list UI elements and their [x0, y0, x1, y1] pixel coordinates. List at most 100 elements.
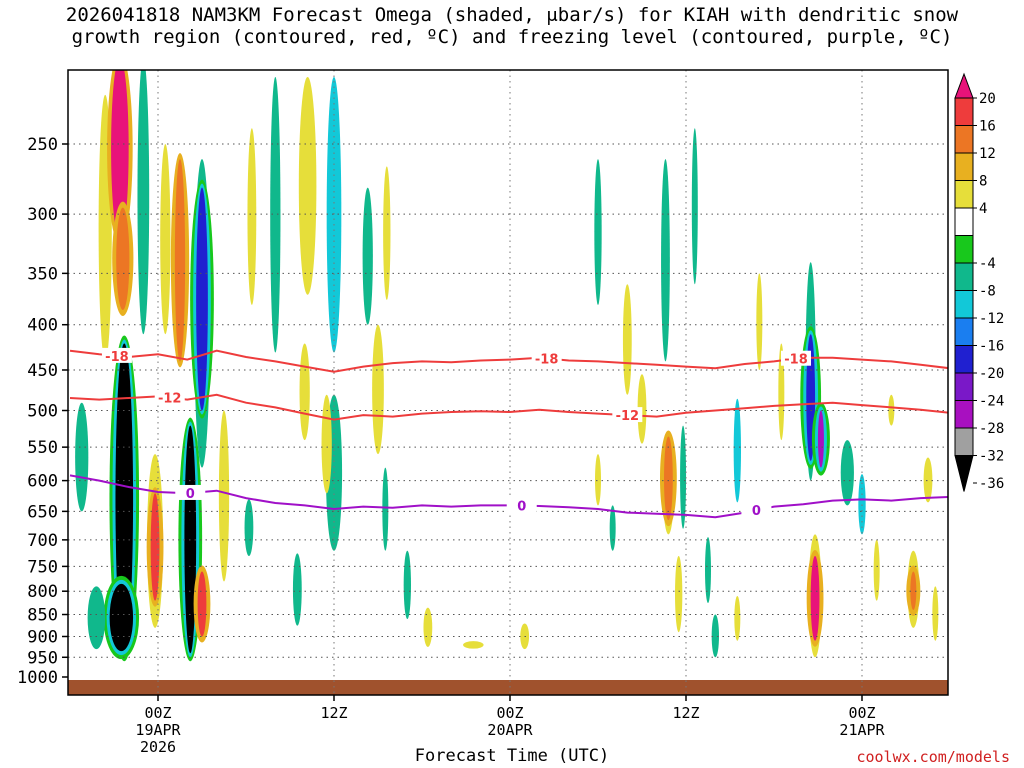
y-tick-label: 800: [27, 582, 58, 602]
colorbar-label: -36: [979, 476, 1004, 492]
y-tick-label: 1000: [17, 668, 58, 688]
y-axis: 2503003504004505005506006507007508008509…: [17, 135, 68, 688]
omega-cell: [115, 343, 134, 654]
colorbar-label: 12: [979, 146, 996, 162]
colorbar-label: -16: [979, 339, 1004, 355]
omega-cell: [196, 187, 208, 411]
y-tick-label: 350: [27, 264, 58, 284]
omega-cell: [137, 70, 150, 335]
x-tick-label: 12Z: [320, 704, 347, 722]
omega-cell: [923, 457, 933, 503]
omega-cell: [888, 394, 895, 426]
omega-cell: [817, 410, 824, 468]
colorbar-segment: [954, 97, 974, 126]
credit-link[interactable]: coolwx.com/models: [856, 748, 1010, 766]
y-tick-label: 900: [27, 627, 58, 647]
colorbar-segment: [954, 372, 974, 401]
terrain-band: [68, 680, 948, 695]
omega-cell: [382, 467, 389, 551]
contour-label-bg: [175, 484, 206, 500]
omega-cell: [298, 76, 317, 295]
omega-cell: [595, 454, 601, 506]
x-tick-label: 21APR: [839, 721, 885, 739]
colorbar: 20 16 12 8 4 -4 -8 -12 -16 -20 -24 -28 -32 -36: [954, 72, 1004, 492]
omega-cell: [116, 207, 130, 311]
contour-label-minus12: -12: [158, 392, 182, 407]
chart-title: 2026041818 NAM3KM Forecast Omega (shaded…: [0, 4, 1024, 48]
omega-cell: [270, 76, 281, 353]
contour-label-bg: [101, 347, 132, 363]
omega-cell: [858, 474, 866, 535]
x-tick-label: 00Z: [496, 704, 523, 722]
x-tick-label: 19APR: [135, 721, 181, 739]
colorbar-segment: [954, 427, 974, 456]
colorbar-label: -32: [979, 449, 1004, 465]
omega-cell: [197, 571, 207, 637]
contour-label-minus12: -12: [616, 409, 640, 424]
plot-frame: [67, 69, 949, 696]
colorbar-label: -24: [979, 394, 1004, 410]
omega-cell: [734, 595, 741, 641]
omega-cell: [778, 343, 785, 441]
colorbar-segment: [954, 400, 974, 429]
omega-cell: [691, 128, 698, 285]
y-tick-label: 700: [27, 531, 58, 551]
temperature-contours: -18 -18 -18 -12 -12 0 0 0: [69, 347, 948, 519]
x-tick-label: 12Z: [672, 704, 699, 722]
contour-label-bg: [741, 502, 772, 518]
y-tick-label: 300: [27, 205, 58, 225]
omega-cell: [711, 614, 719, 658]
omega-cell: [292, 553, 302, 626]
colorbar-label: 8: [979, 174, 987, 190]
x-tick-label: 00Z: [848, 704, 875, 722]
omega-cell: [160, 144, 171, 335]
omega-cell: [594, 159, 602, 305]
colorbar-label: -20: [979, 366, 1004, 382]
y-tick-label: 650: [27, 502, 58, 522]
omega-cell: [680, 425, 687, 529]
colorbar-segment: [954, 317, 974, 346]
colorbar-arrow-bottom: [954, 455, 974, 492]
omega-cell: [247, 128, 257, 305]
colorbar-label: 16: [979, 119, 996, 135]
omega-cell: [299, 343, 310, 441]
contour-minus12: [69, 393, 948, 421]
omega-cell: [932, 586, 939, 641]
omega-cell: [75, 402, 89, 512]
colorbar-segment: [954, 345, 974, 374]
x-tick-label: 20APR: [487, 721, 533, 739]
y-tick-label: 250: [27, 135, 58, 155]
omega-cell: [756, 273, 763, 370]
omega-cell: [109, 583, 134, 652]
omega-cell: [423, 607, 433, 648]
colorbar-label: -4: [979, 256, 996, 272]
colorbar-segment: [954, 290, 974, 319]
omega-cell: [150, 493, 160, 601]
omega-cell: [873, 539, 880, 601]
omega-cell: [174, 159, 186, 362]
omega-cell: [403, 550, 412, 620]
omega-cell: [321, 394, 332, 494]
contour-label-zero: 0: [752, 504, 761, 519]
omega-cell: [372, 324, 384, 455]
y-tick-label: 500: [27, 402, 58, 422]
omega-cell: [661, 159, 670, 362]
colorbar-label: 4: [979, 201, 987, 217]
omega-cell: [622, 284, 632, 395]
y-tick-label: 750: [27, 557, 58, 577]
omega-cell: [733, 398, 741, 503]
omega-cell: [675, 556, 683, 633]
colorbar-segment: [954, 262, 974, 291]
omega-cell: [87, 586, 106, 650]
omega-cell: [664, 436, 673, 521]
colorbar-label: -28: [979, 421, 1004, 437]
contour-label-bg: [612, 407, 643, 423]
omega-cell: [840, 440, 854, 506]
colorbar-label: -12: [979, 311, 1004, 327]
omega-shading: [68, 70, 948, 695]
omega-cell: [383, 166, 391, 300]
colorbar-segment: [954, 180, 974, 209]
colorbar-segment: [954, 152, 974, 181]
